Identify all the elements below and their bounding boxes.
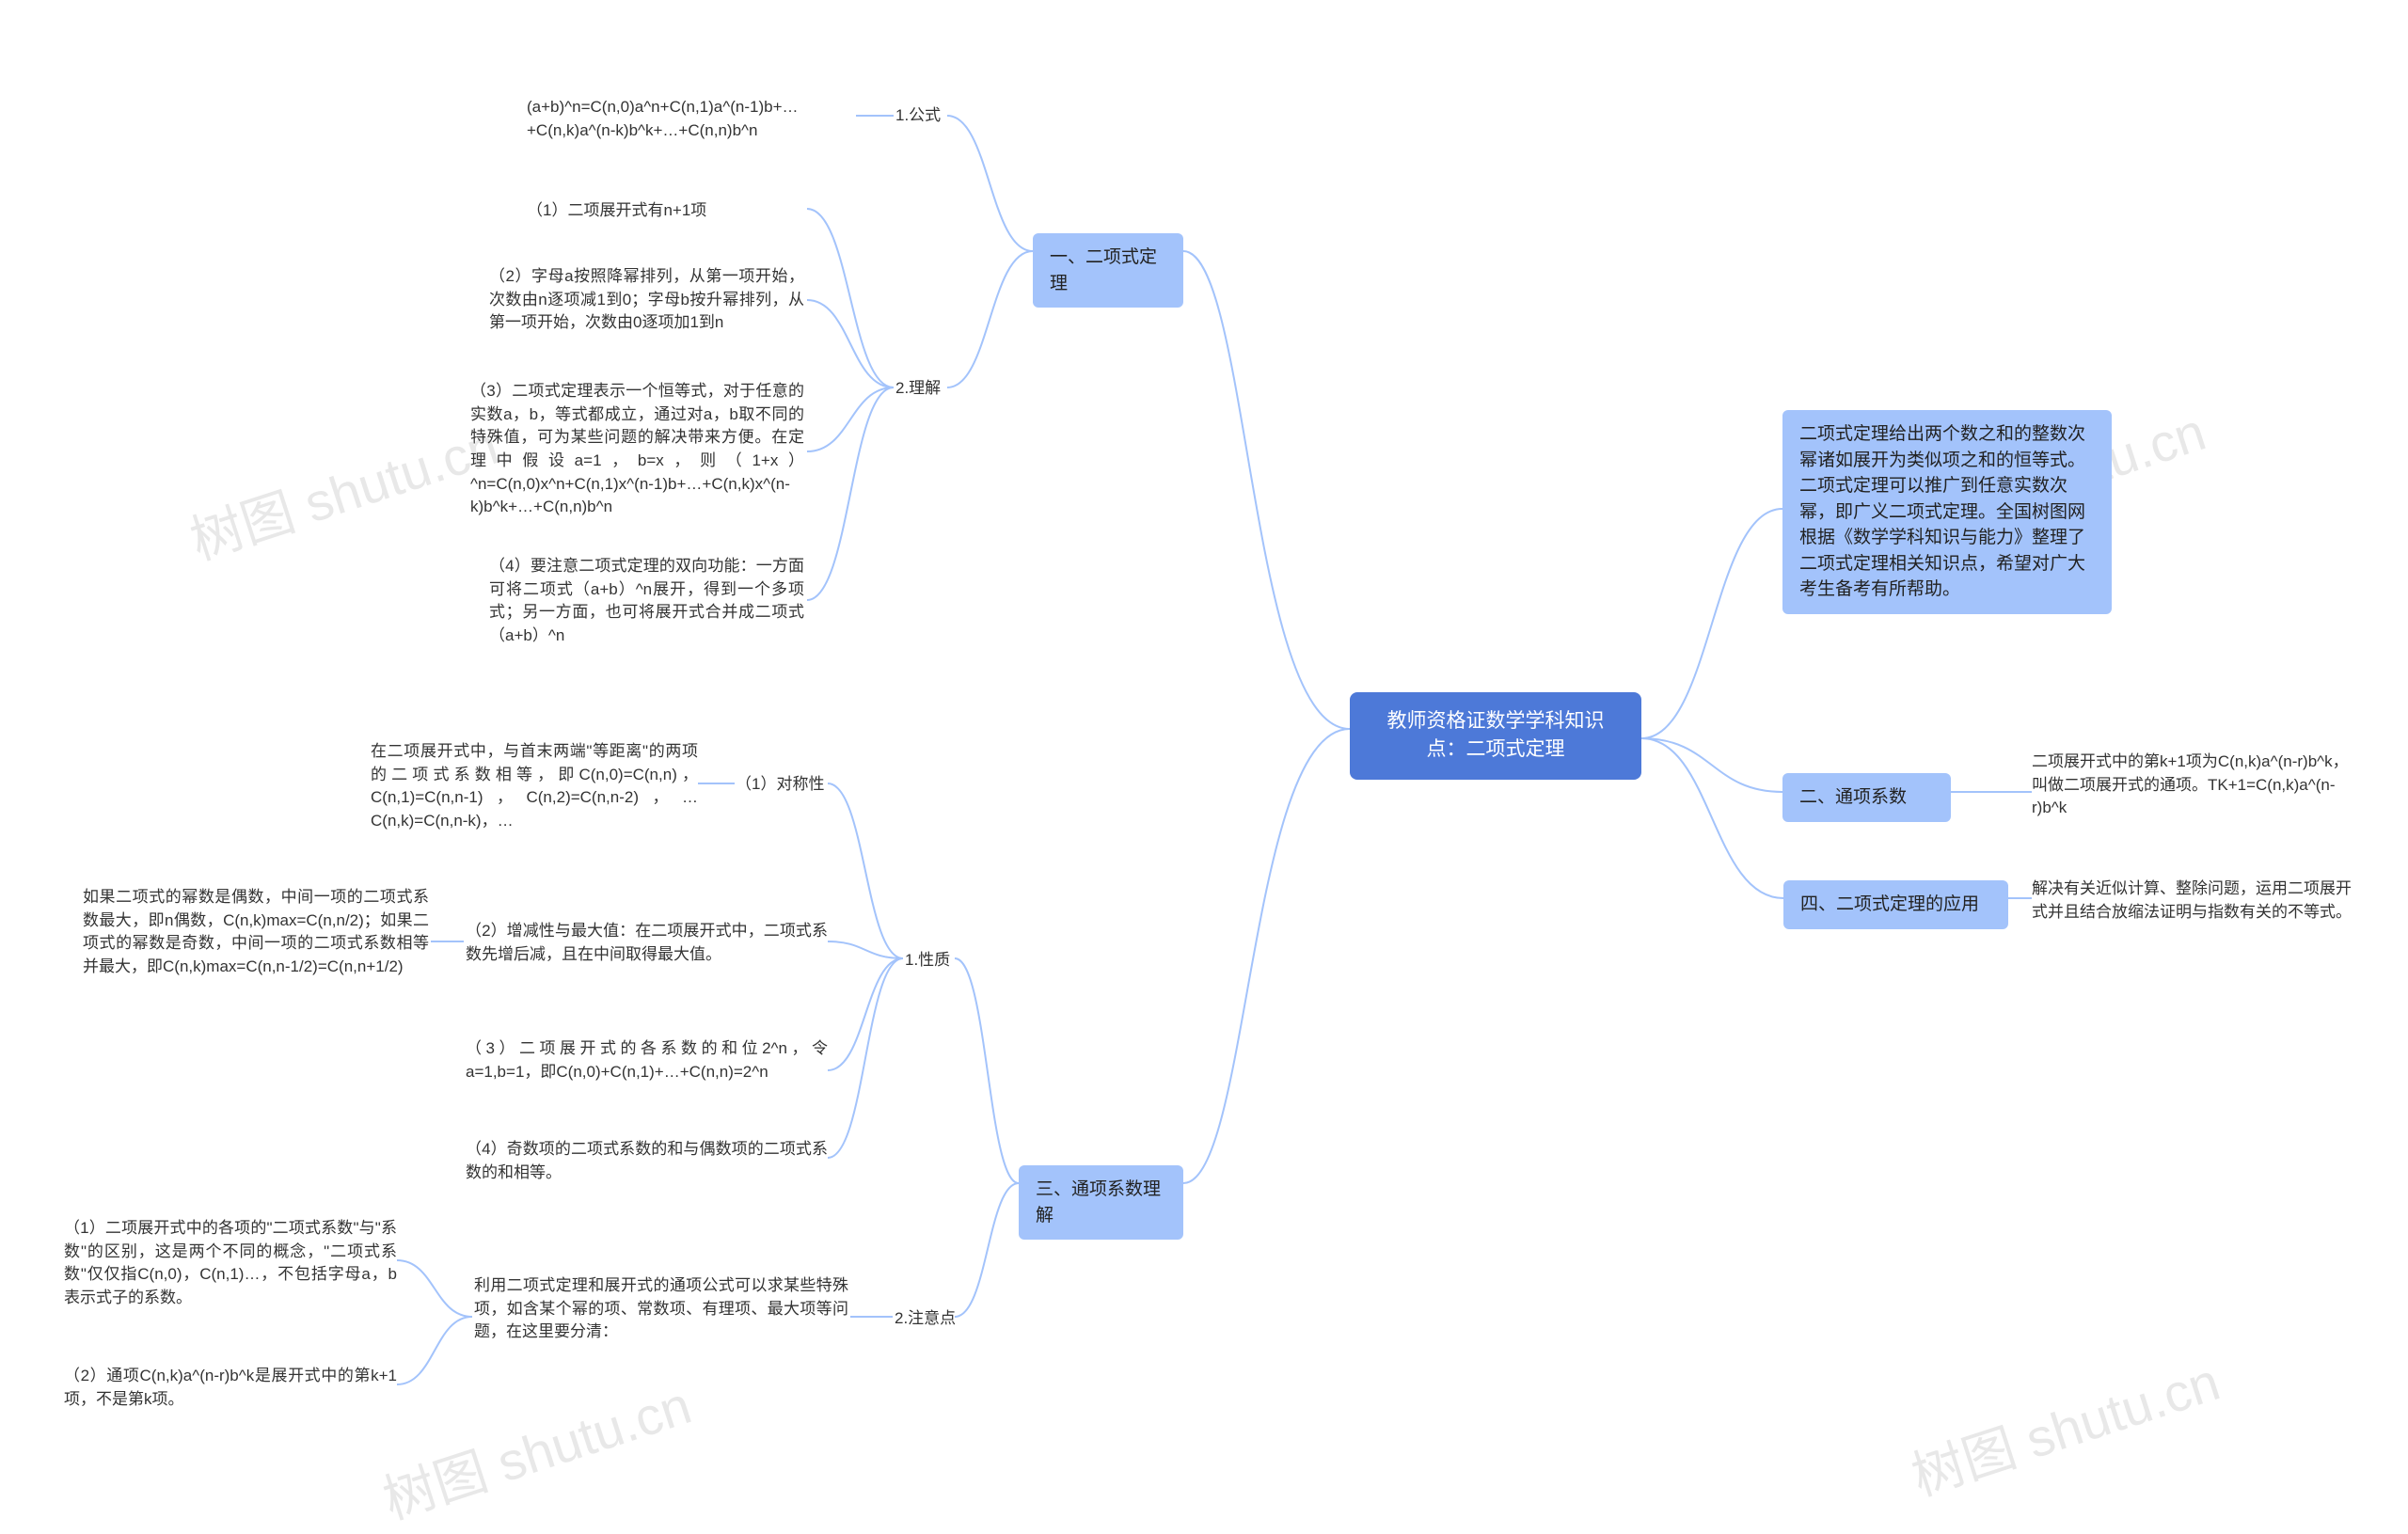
root-node: 教师资格证数学学科知识点：二项式定理 bbox=[1350, 692, 1641, 780]
s3-p2-text: 如果二项式的幂数是偶数，中间一项的二项式系数最大，即n偶数，C(n,k)max=… bbox=[83, 886, 429, 979]
section-1: 一、二项式定理 bbox=[1033, 233, 1183, 308]
s1-formula-text: (a+b)^n=C(n,0)a^n+C(n,1)a^(n-1)b+…+C(n,k… bbox=[527, 96, 856, 142]
s1-formula-label: 1.公式 bbox=[895, 104, 941, 128]
s3-p1-text: 在二项展开式中，与首末两端"等距离"的两项的二项式系数相等，即C(n,0)=C(… bbox=[371, 740, 698, 833]
s3-prop-label: 1.性质 bbox=[905, 949, 950, 973]
s3-note-2: （2）通项C(n,k)a^(n-r)b^k是展开式中的第k+1项，不是第k项。 bbox=[64, 1365, 397, 1411]
watermark: 树图 shutu.cn bbox=[1901, 1340, 2228, 1511]
watermark: 树图 shutu.cn bbox=[372, 1364, 700, 1534]
s1-understand-label: 2.理解 bbox=[895, 377, 941, 401]
s3-p1-label: （1）对称性 bbox=[736, 773, 824, 797]
section-4-text: 解决有关近似计算、整除问题，运用二项展开式并且结合放缩法证明与指数有关的不等式。 bbox=[2032, 878, 2361, 924]
section-3: 三、通项系数理解 bbox=[1019, 1165, 1183, 1240]
s3-p3: （3）二项展开式的各系数的和位2^n，令a=1,b=1，即C(n,0)+C(n,… bbox=[466, 1037, 828, 1083]
right-intro: 二项式定理给出两个数之和的整数次幂诸如展开为类似项之和的恒等式。二项式定理可以推… bbox=[1782, 410, 2112, 614]
s3-note-label: 2.注意点 bbox=[895, 1307, 956, 1331]
s1-u-4: （4）要注意二项式定理的双向功能：一方面可将二项式（a+b）^n展开，得到一个多… bbox=[489, 555, 804, 648]
s3-p4: （4）奇数项的二项式系数的和与偶数项的二项式系数的和相等。 bbox=[466, 1138, 828, 1184]
section-2-text: 二项展开式中的第k+1项为C(n,k)a^(n-r)b^k，叫做二项展开式的通项… bbox=[2032, 751, 2361, 820]
s1-u-3: （3）二项式定理表示一个恒等式，对于任意的实数a，b，等式都成立，通过对a，b取… bbox=[470, 380, 804, 519]
s3-note-1: （1）二项展开式中的各项的"二项式系数"与"系数"的区别，这是两个不同的概念，"… bbox=[64, 1217, 397, 1310]
s3-note-intro: 利用二项式定理和展开式的通项公式可以求某些特殊项，如含某个幂的项、常数项、有理项… bbox=[474, 1274, 848, 1344]
section-4: 四、二项式定理的应用 bbox=[1783, 880, 2008, 929]
s3-p2-label: （2）增减性与最大值：在二项展开式中，二项式系数先增后减，且在中间取得最大值。 bbox=[466, 920, 828, 966]
watermark: 树图 shutu.cn bbox=[180, 404, 507, 576]
s1-u-1: （1）二项展开式有n+1项 bbox=[527, 199, 804, 223]
s1-u-2: （2）字母a按照降幂排列，从第一项开始，次数由n逐项减1到0；字母b按升幂排列，… bbox=[489, 265, 804, 335]
section-2: 二、通项系数 bbox=[1782, 773, 1951, 822]
